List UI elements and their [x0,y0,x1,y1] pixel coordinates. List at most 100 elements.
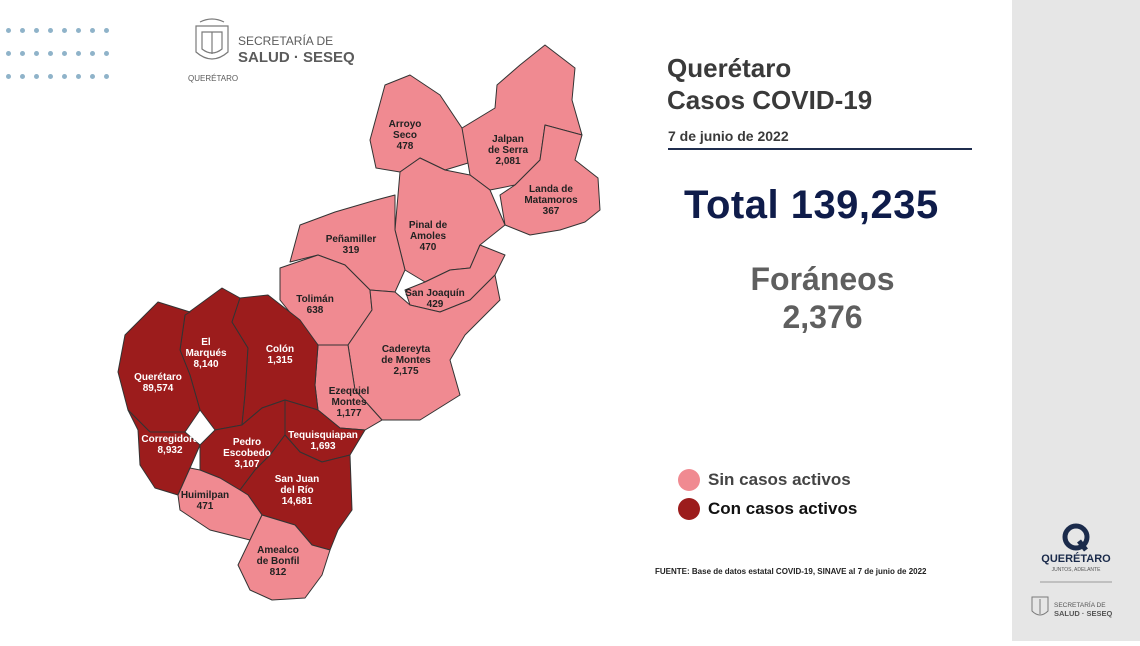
map-label-name: Amoles [410,231,447,242]
map-label-cases: 478 [397,141,414,152]
map-label-pedro-escobedo: Pedro Escobedo 3,107 [223,437,271,470]
map-label-name: Pinal de [409,220,448,231]
map-label-name: Montes [332,397,367,408]
map-label-huimilpan: Huimilpan 471 [181,490,229,512]
map-label-name: Ezequiel [329,386,370,397]
map-label-name: Matamoros [524,195,578,206]
map-label-jalpan-de-serra: Jalpan de Serra 2,081 [488,134,528,167]
legend-swatch-con-casos [678,498,700,520]
map-label-cases: 429 [427,299,444,310]
map-label-quer-taro: Querétaro 89,574 [134,372,182,394]
queretaro-municipal-map: Arroyo Seco 478 Jalpan de Serra 2,081 Landa de… [117,44,601,601]
right-sidebar: QUERÉTARO JUNTOS, ADELANTE SECRETARÍA DE… [1012,0,1140,641]
sidebar-org-line1: SECRETARÍA DE [1054,600,1106,609]
map-label-pinal-de-amoles: Pinal de Amoles 470 [409,220,448,253]
map-label-san-joaqu-n: San Joaquín 429 [405,288,464,310]
region-arroyo-seco [369,74,479,173]
map-label-san-juan-del-r-o: San Juan del Río 14,681 [275,474,319,507]
region-huimilpan [177,467,263,541]
queretaro-q-logo-icon [1062,523,1090,552]
map-label-name: Marqués [185,348,227,359]
foraneos-label: Foráneos [750,261,895,297]
map-labels: Arroyo Seco 478 Jalpan de Serra 2,081 Landa de… [134,119,578,578]
map-label-name: Colón [266,344,294,355]
header-org-line2: SALUD · SESEQ [238,49,355,66]
sidebar-logo-tagline: JUNTOS, ADELANTE [1052,567,1101,573]
map-label-cases: 470 [420,242,437,253]
map-label-cases: 319 [343,245,360,256]
header-org-line1: SECRETARÍA DE [238,33,333,48]
map-label-cadereyta-de-montes: Cadereyta de Montes 2,175 [381,344,431,377]
map-label-name: Peñamiller [326,234,377,245]
header-org-sub: QUERÉTARO [188,74,238,83]
map-label-name: Escobedo [223,448,271,459]
map-label-name: Cadereyta [382,344,431,355]
map-label-cases: 1,177 [336,408,361,419]
map-label-name: de Serra [488,145,528,156]
title-line1: Querétaro [667,53,792,83]
map-label-pe-amiller: Peñamiller 319 [326,234,377,256]
map-label-name: Huimilpan [181,490,229,501]
map-label-name: Amealco [257,545,299,556]
report-date: 7 de junio de 2022 [668,128,789,144]
map-label-cases: 8,932 [157,445,182,456]
map-label-col-n: Colón 1,315 [266,344,294,366]
decorative-dot-grid [6,28,118,97]
map-label-name: del Río [280,485,313,496]
map-label-amealco-de-bonfil: Amealco de Bonfil 812 [257,545,300,578]
legend-label-sin-casos: Sin casos activos [708,470,851,489]
page-title: Querétaro Casos COVID-19 [667,52,872,116]
map-label-cases: 471 [197,501,214,512]
seseq-header-logo: SECRETARÍA DE SALUD · SESEQ QUERÉTARO [188,18,355,83]
legend-label-con-casos: Con casos activos [708,499,858,518]
map-label-name: San Joaquín [405,288,464,299]
map-label-name: de Bonfil [257,556,300,567]
map-label-cases: 14,681 [282,496,313,507]
coat-of-arms-icon [195,18,229,60]
map-label-name: Tolimán [296,294,334,305]
map-label-name: Seco [393,130,417,141]
foraneos-block: Foráneos 2,376 [700,260,945,336]
map-label-cases: 89,574 [143,383,174,394]
map-label-name: Tequisquiapan [288,430,358,441]
map-label-cases: 367 [543,206,560,217]
map-label-name: El [201,337,211,348]
region-jalpan-de-serra [461,44,583,191]
map-label-cases: 3,107 [234,459,259,470]
map-label-name: Arroyo [389,119,422,130]
map-label-ezequiel-montes: Ezequiel Montes 1,177 [329,386,370,419]
data-source-note: FUENTE: Base de datos estatal COVID-19, … [655,567,927,576]
map-label-name: Landa de [529,184,573,195]
total-cases: Total 139,235 [684,183,939,227]
map-label-cases: 812 [270,567,287,578]
map-label-name: Querétaro [134,372,182,383]
map-label-corregidora: Corregidora 8,932 [141,434,199,456]
map-label-el-marqu-s: El Marqués 8,140 [185,337,227,370]
legend-item-sin-casos: Sin casos activos [678,469,851,491]
sidebar-coat-of-arms-icon [1031,596,1049,616]
foraneos-value: 2,376 [782,299,863,335]
map-label-tolim-n: Tolimán 638 [296,294,334,316]
map-label-cases: 2,175 [393,366,418,377]
sidebar-logo-name: QUERÉTARO [1041,552,1111,565]
map-label-arroyo-seco: Arroyo Seco 478 [389,119,422,152]
region-landa-de-matamoros [499,124,601,236]
map-label-name: San Juan [275,474,319,485]
title-divider [668,148,972,150]
title-line2: Casos COVID-19 [667,85,873,115]
legend-item-con-casos: Con casos activos [678,498,857,520]
map-label-name: Corregidora [141,434,199,445]
map-label-name: Jalpan [492,134,524,145]
map-label-landa-de-matamoros: Landa de Matamoros 367 [524,184,578,217]
region-amealco-de-bonfil [237,514,331,601]
map-label-cases: 638 [307,305,324,316]
map-label-tequisquiapan: Tequisquiapan 1,693 [288,430,358,452]
map-label-cases: 2,081 [495,156,520,167]
map-label-cases: 8,140 [193,359,218,370]
map-label-cases: 1,693 [310,441,335,452]
map-label-name: de Montes [381,355,431,366]
map-label-cases: 1,315 [267,355,292,366]
region-queretaro [117,301,201,433]
map-label-name: Pedro [233,437,261,448]
sidebar-org-line2: SALUD · SESEQ [1054,609,1113,618]
